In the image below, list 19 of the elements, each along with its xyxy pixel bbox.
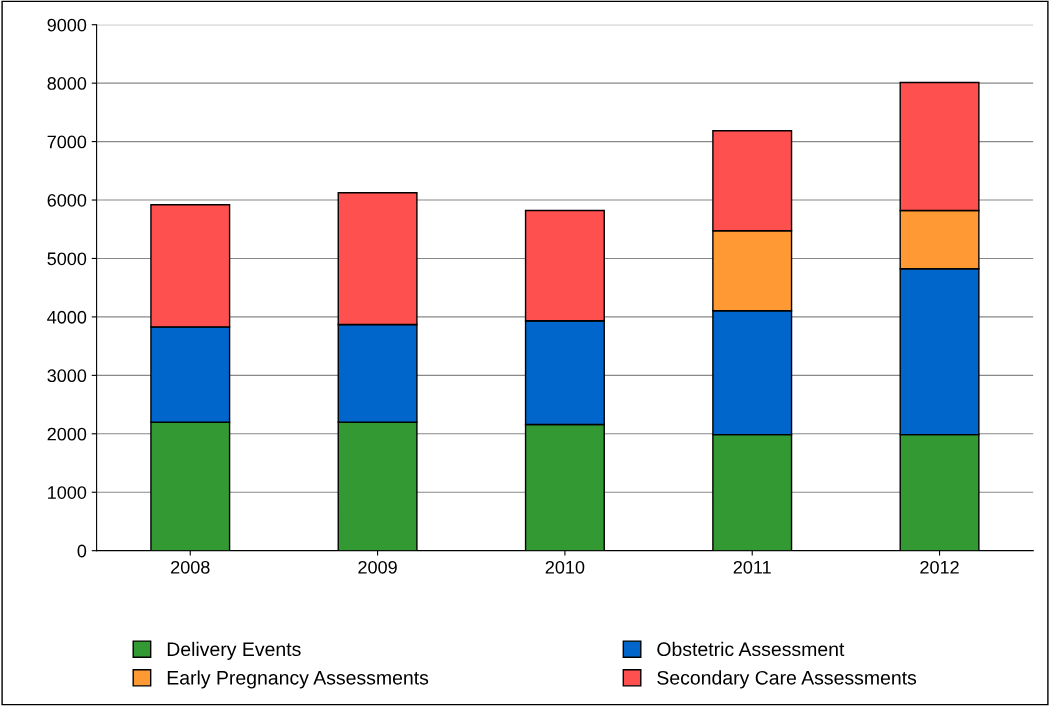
x-tick-label: 2011 [733, 560, 771, 574]
y-tick-label: 4000 [47, 310, 87, 324]
x-tick-label: 2010 [545, 560, 585, 574]
y-tick-label: 6000 [47, 193, 87, 207]
legend-label: Obstetric Assessment [657, 641, 845, 657]
y-tick-label: 8000 [47, 77, 87, 90]
y-tick-label: 2000 [47, 427, 87, 441]
y-tick-label: 5000 [47, 252, 87, 266]
y-tick-label: 0 [77, 544, 87, 558]
y-tick-label: 9000 [47, 18, 87, 32]
x-tick-label: 2012 [920, 560, 959, 574]
y-tick-label: 7000 [47, 135, 87, 149]
y-tick-label: 3000 [47, 369, 87, 383]
legend-label: Early Pregnancy Assessments [167, 670, 429, 689]
x-tick-label: 2009 [358, 560, 397, 574]
legend-label: Secondary Care Assessments [657, 670, 917, 689]
legend-label: Delivery Events [167, 641, 301, 660]
y-tick-label: 1000 [48, 486, 87, 499]
x-tick-label: 2008 [171, 560, 210, 574]
